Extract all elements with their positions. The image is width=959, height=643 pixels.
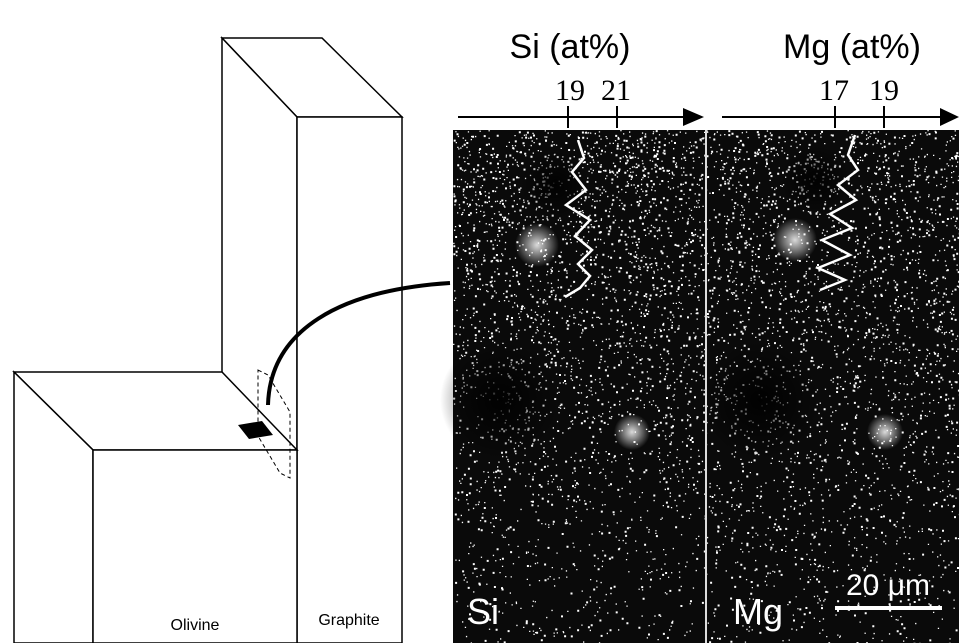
tick-label: 19 <box>869 74 899 107</box>
panel-label: Si <box>467 591 499 632</box>
scale-bar-label: 20 μm <box>846 569 930 602</box>
figure: Olivine Graphite Si Mg 20 μm Si (at%) Mg… <box>0 0 959 643</box>
arrow-head <box>683 108 704 126</box>
block-label: Graphite <box>318 612 379 629</box>
tick-label: 21 <box>601 74 631 107</box>
olivine-block <box>14 372 297 643</box>
arrow-head <box>940 108 959 126</box>
block-label: Olivine <box>171 617 220 634</box>
panel-label: Mg <box>733 591 783 632</box>
tick-label: 17 <box>819 74 849 107</box>
panel-title: Mg (at%) <box>783 28 921 66</box>
panel-title: Si (at%) <box>510 28 631 66</box>
tick-label: 19 <box>555 74 585 107</box>
